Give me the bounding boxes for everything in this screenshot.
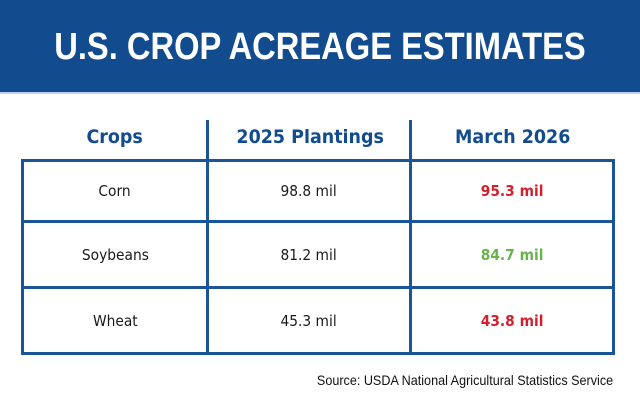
column-divider [206,120,209,355]
page-title: U.S. CROP ACREAGE ESTIMATES [54,25,586,68]
banner-divider [0,92,640,94]
column-header-label: 2025 Plantings [236,126,384,148]
cell-crop: Wheat [24,289,206,352]
value-2025: 98.8 mil [280,182,338,200]
crop-name: Wheat [92,311,138,330]
value-2025: 45.3 mil [280,311,338,330]
table-top-border [21,159,615,162]
column-header-label: Crops [86,126,143,148]
row-divider [21,286,615,289]
table-right-border [612,159,615,355]
column-header-crops: Crops [22,120,207,160]
value-2026: 84.7 mil [480,245,544,264]
value-2025: 81.2 mil [280,245,338,264]
cell-crop: Corn [24,162,206,220]
crop-name: Soybeans [81,245,149,264]
cell-march-2026: 43.8 mil [412,289,612,352]
cell-2025-plantings: 81.2 mil [209,223,409,286]
table-bottom-border [21,352,615,355]
column-divider [409,120,412,355]
cell-crop: Soybeans [24,223,206,286]
cell-2025-plantings: 98.8 mil [209,162,409,220]
value-2026: 95.3 mil [480,182,544,200]
table-left-border [21,159,24,355]
cell-march-2026: 95.3 mil [412,162,612,220]
value-2026: 43.8 mil [480,311,544,330]
source-note: Source: USDA National Agricultural Stati… [316,372,613,388]
cell-2025-plantings: 45.3 mil [209,289,409,352]
column-header-label: March 2026 [455,126,571,148]
crop-name: Corn [98,182,132,200]
row-divider [21,220,615,223]
cell-march-2026: 84.7 mil [412,223,612,286]
column-header-march-2026: March 2026 [413,120,613,160]
column-header-2025-plantings: 2025 Plantings [210,120,410,160]
title-banner: U.S. CROP ACREAGE ESTIMATES [0,0,640,92]
